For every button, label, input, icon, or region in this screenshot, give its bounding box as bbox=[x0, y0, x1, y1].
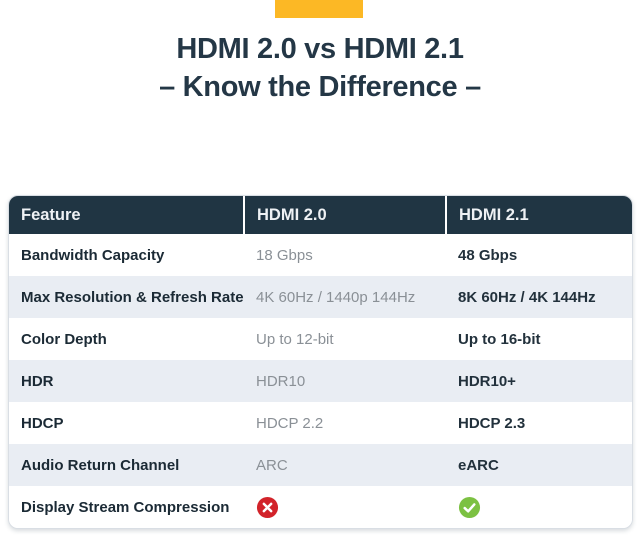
table-row-resolution: Max Resolution & Refresh Rate 4K 60Hz / … bbox=[9, 276, 632, 318]
comparison-table-card: Feature HDMI 2.0 HDMI 2.1 Bandwidth Capa… bbox=[8, 195, 633, 529]
hdmi21-cell: 48 Gbps bbox=[446, 234, 632, 276]
hdmi20-cell: 18 Gbps bbox=[244, 234, 446, 276]
feature-cell: Color Depth bbox=[9, 318, 244, 360]
hdmi21-cell: Up to 16-bit bbox=[446, 318, 632, 360]
table-row-audio-return: Audio Return Channel ARC eARC bbox=[9, 444, 632, 486]
column-header-feature: Feature bbox=[9, 196, 244, 234]
feature-cell: Max Resolution & Refresh Rate bbox=[9, 276, 244, 318]
page-title: HDMI 2.0 vs HDMI 2.1 – Know the Differen… bbox=[0, 30, 640, 106]
table-row-hdcp: HDCP HDCP 2.2 HDCP 2.3 bbox=[9, 402, 632, 444]
hdmi20-cell: Up to 12-bit bbox=[244, 318, 446, 360]
hdmi20-cell bbox=[244, 486, 446, 528]
hdmi20-cell: HDCP 2.2 bbox=[244, 402, 446, 444]
hdmi21-cell: eARC bbox=[446, 444, 632, 486]
hdmi20-cell: ARC bbox=[244, 444, 446, 486]
feature-cell: HDCP bbox=[9, 402, 244, 444]
hdmi21-cell bbox=[446, 486, 632, 528]
hdmi21-cell: HDCP 2.3 bbox=[446, 402, 632, 444]
feature-cell: Bandwidth Capacity bbox=[9, 234, 244, 276]
column-header-hdmi-2-1: HDMI 2.1 bbox=[445, 196, 632, 234]
hdmi20-cell: HDR10 bbox=[244, 360, 446, 402]
feature-cell: Display Stream Compression bbox=[9, 486, 244, 528]
feature-cell: HDR bbox=[9, 360, 244, 402]
accent-bar bbox=[275, 0, 363, 18]
table-header-row: Feature HDMI 2.0 HDMI 2.1 bbox=[9, 196, 632, 234]
title-line-2: – Know the Difference – bbox=[159, 71, 481, 103]
cross-icon bbox=[256, 496, 279, 519]
table-row-color-depth: Color Depth Up to 12-bit Up to 16-bit bbox=[9, 318, 632, 360]
check-icon bbox=[458, 496, 481, 519]
table-row-hdr: HDR HDR10 HDR10+ bbox=[9, 360, 632, 402]
hdmi20-cell: 4K 60Hz / 1440p 144Hz bbox=[244, 276, 446, 318]
comparison-table: Feature HDMI 2.0 HDMI 2.1 Bandwidth Capa… bbox=[9, 196, 632, 528]
column-header-hdmi-2-0: HDMI 2.0 bbox=[243, 196, 446, 234]
hdmi21-cell: HDR10+ bbox=[446, 360, 632, 402]
table-row-dsc: Display Stream Compression bbox=[9, 486, 632, 528]
table-row-bandwidth: Bandwidth Capacity 18 Gbps 48 Gbps bbox=[9, 234, 632, 276]
title-line-1: HDMI 2.0 vs HDMI 2.1 bbox=[176, 33, 464, 65]
feature-cell: Audio Return Channel bbox=[9, 444, 244, 486]
hdmi21-cell: 8K 60Hz / 4K 144Hz bbox=[446, 276, 632, 318]
